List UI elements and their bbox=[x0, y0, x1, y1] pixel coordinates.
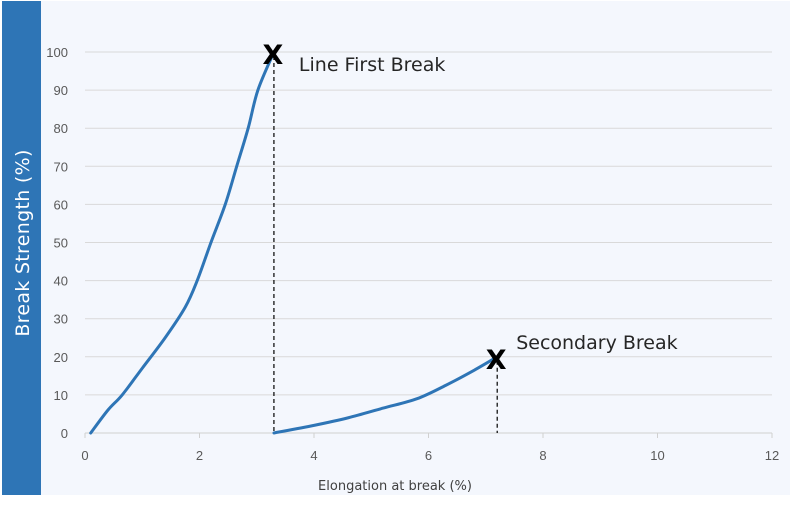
y-tick-label: 100 bbox=[46, 45, 68, 60]
gridlines bbox=[85, 51, 772, 434]
y-tick-label: 90 bbox=[54, 83, 68, 98]
plot-area-background bbox=[41, 1, 790, 495]
y-tick-label: 50 bbox=[54, 236, 68, 251]
series-line bbox=[272, 355, 499, 435]
dashed-drop-lines bbox=[273, 56, 498, 433]
x-tick-label: 6 bbox=[425, 448, 432, 463]
break-marker-x: X bbox=[263, 40, 284, 71]
y-tick-label: 10 bbox=[54, 388, 68, 403]
y-tick-label: 60 bbox=[54, 197, 68, 212]
annotations: X Line First Break X Secondary Break bbox=[263, 40, 678, 376]
x-tick-label: 2 bbox=[196, 448, 203, 463]
data-series bbox=[89, 50, 499, 435]
secondary-break-label: Secondary Break bbox=[516, 332, 677, 354]
x-tick-label: 4 bbox=[310, 448, 317, 463]
x-tick-label: 10 bbox=[650, 448, 664, 463]
x-axis-title: Elongation at break (%) bbox=[318, 479, 472, 494]
break-marker-x: X bbox=[486, 345, 507, 376]
first-break-label: Line First Break bbox=[299, 54, 445, 76]
y-tick-label: 20 bbox=[54, 350, 68, 365]
x-tick-label: 12 bbox=[765, 448, 779, 463]
series-line bbox=[89, 50, 276, 435]
y-tick-label: 0 bbox=[61, 426, 68, 441]
x-tick-label: 0 bbox=[81, 448, 88, 463]
x-axis-ticks: 0 2 4 6 8 10 12 bbox=[81, 433, 779, 463]
y-tick-label: 40 bbox=[54, 274, 68, 289]
y-tick-label: 30 bbox=[54, 312, 68, 327]
y-axis-title-band: Break Strength (%) bbox=[2, 1, 41, 495]
x-tick-label: 8 bbox=[539, 448, 546, 463]
y-tick-label: 80 bbox=[54, 121, 68, 136]
y-axis-ticks: 0 10 20 30 40 50 60 70 80 90 100 bbox=[46, 45, 68, 441]
y-tick-label: 70 bbox=[54, 159, 68, 174]
